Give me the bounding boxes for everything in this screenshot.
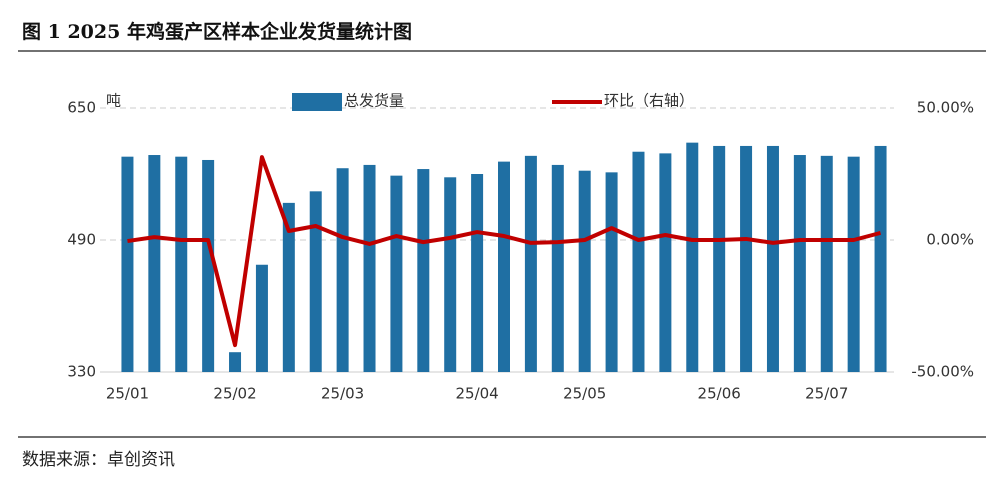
- bar: [444, 177, 457, 372]
- chart-title: 图 1 2025 年鸡蛋产区样本企业发货量统计图: [22, 20, 412, 43]
- y2-tick-label: 0.00%: [926, 231, 974, 249]
- y-tick-label: 330: [67, 363, 96, 381]
- bar: [282, 202, 295, 372]
- bar: [471, 174, 484, 372]
- bar: [417, 169, 430, 372]
- bar: [309, 191, 322, 372]
- x-tick-label: 25/06: [698, 385, 741, 403]
- bar: [121, 156, 134, 372]
- bar: [713, 145, 726, 372]
- bar: [740, 145, 753, 372]
- bar: [255, 264, 268, 372]
- line: [127, 155, 882, 348]
- x-tick-label: 25/04: [455, 385, 498, 403]
- y2-tick-label: -50.00%: [911, 363, 974, 381]
- y2-tick-label: 50.00%: [917, 99, 974, 117]
- x-tick-label: 25/01: [106, 385, 149, 403]
- bar: [390, 175, 403, 372]
- bar: [766, 145, 779, 372]
- bar: [202, 159, 215, 372]
- bar: [686, 142, 699, 372]
- bar: [229, 352, 242, 372]
- bar: [605, 172, 618, 372]
- bar: [659, 153, 672, 372]
- y-axis-unit: 吨: [106, 92, 121, 110]
- x-tick-label: 25/03: [321, 385, 364, 403]
- bar: [551, 164, 564, 372]
- x-tick-label: 25/05: [563, 385, 606, 403]
- bar: [363, 164, 376, 372]
- bar: [793, 155, 806, 372]
- bar: [874, 145, 887, 372]
- bar: [578, 170, 591, 372]
- bar: [820, 155, 833, 372]
- bar: [498, 161, 510, 372]
- legend-label: 总发货量: [344, 92, 404, 110]
- bar: [632, 151, 645, 372]
- bar: [336, 168, 349, 372]
- x-tick-label: 25/07: [805, 385, 848, 403]
- source: 数据来源：卓创资讯: [22, 450, 175, 470]
- x-tick-label: 25/02: [213, 385, 256, 403]
- y-tick-label: 650: [67, 99, 96, 117]
- bar: [524, 155, 537, 372]
- bar: [148, 155, 161, 372]
- bar: [175, 156, 188, 372]
- legend-label: 环比（右轴）: [604, 92, 694, 110]
- bar: [847, 156, 860, 372]
- legend-swatch: [292, 93, 342, 111]
- y-tick-label: 490: [67, 231, 96, 249]
